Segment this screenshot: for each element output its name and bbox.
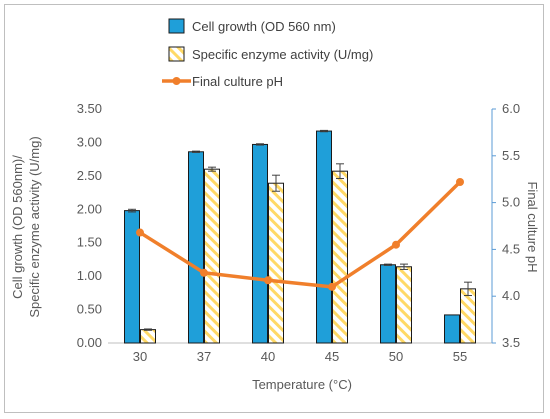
y2-tick-label: 4.5 bbox=[502, 241, 520, 256]
bar-cell-growth bbox=[444, 314, 460, 344]
y-tick-label: 1.50 bbox=[77, 235, 102, 250]
ph-point bbox=[200, 268, 208, 277]
legend-swatch-marker bbox=[172, 77, 181, 85]
bar-cell-growth bbox=[188, 151, 204, 344]
legend-swatch-enzyme bbox=[168, 46, 185, 62]
y-tick-label: 2.00 bbox=[77, 201, 102, 216]
x-tick-label: 40 bbox=[261, 349, 275, 364]
y2-tick-label: 6.0 bbox=[502, 101, 520, 116]
bar-enzyme-activity bbox=[140, 329, 156, 344]
bar-enzyme-activity bbox=[268, 182, 284, 344]
x-tick-label: 37 bbox=[197, 349, 211, 364]
ph-point bbox=[264, 276, 272, 285]
x-tick-label: 45 bbox=[325, 349, 339, 364]
line-series bbox=[136, 178, 464, 291]
bars bbox=[124, 129, 476, 344]
legend-label: Specific enzyme activity (U/mg) bbox=[192, 47, 373, 62]
bar-enzyme-activity bbox=[396, 266, 412, 344]
bar-enzyme-activity bbox=[332, 170, 348, 344]
legend-label: Cell growth (OD 560 nm) bbox=[192, 19, 336, 34]
x-tick-label: 55 bbox=[453, 349, 467, 364]
y-tick-label: 3.00 bbox=[77, 134, 102, 149]
x-axis-title: Temperature (°C) bbox=[252, 377, 352, 392]
ph-point bbox=[136, 228, 144, 237]
y-tick-label: 0.50 bbox=[77, 302, 102, 317]
ph-point bbox=[328, 282, 336, 291]
axes: 0.00 0.50 1.00 1.50 2.00 2.50 3.00 3.50 3.5 4.0 4.… bbox=[77, 101, 520, 364]
y-axis-title-line1: Cell growth (OD 560nm)/ bbox=[10, 155, 25, 299]
y2-tick-label: 5.5 bbox=[502, 148, 520, 163]
legend: Cell growth (OD 560 nm) Specific enzyme a… bbox=[162, 18, 373, 89]
legend-label: Final culture pH bbox=[192, 74, 283, 89]
x-tick-label: 30 bbox=[133, 349, 147, 364]
ph-point bbox=[456, 178, 464, 187]
bar-cell-growth bbox=[252, 143, 268, 344]
y-tick-label: 0.00 bbox=[77, 335, 102, 350]
ph-point bbox=[392, 240, 400, 249]
y-tick-label: 1.00 bbox=[77, 268, 102, 283]
ph-line bbox=[139, 180, 462, 289]
y-axis-title-line2: Specific enzyme activity (U/mg) bbox=[27, 136, 42, 317]
bar-cell-growth bbox=[316, 130, 332, 344]
y2-tick-label: 4.0 bbox=[502, 288, 520, 303]
bar-enzyme-activity bbox=[204, 168, 220, 344]
y-tick-label: 3.50 bbox=[77, 101, 102, 116]
y2-tick-label: 3.5 bbox=[502, 335, 520, 350]
bar-enzyme-activity bbox=[460, 288, 476, 344]
x-tick-label: 50 bbox=[389, 349, 403, 364]
legend-swatch-cell-growth bbox=[168, 18, 185, 34]
y2-axis-title: Final culture pH bbox=[525, 181, 540, 272]
bar-cell-growth bbox=[380, 264, 396, 344]
y-tick-label: 2.50 bbox=[77, 168, 102, 183]
y2-tick-label: 5.0 bbox=[502, 195, 520, 210]
